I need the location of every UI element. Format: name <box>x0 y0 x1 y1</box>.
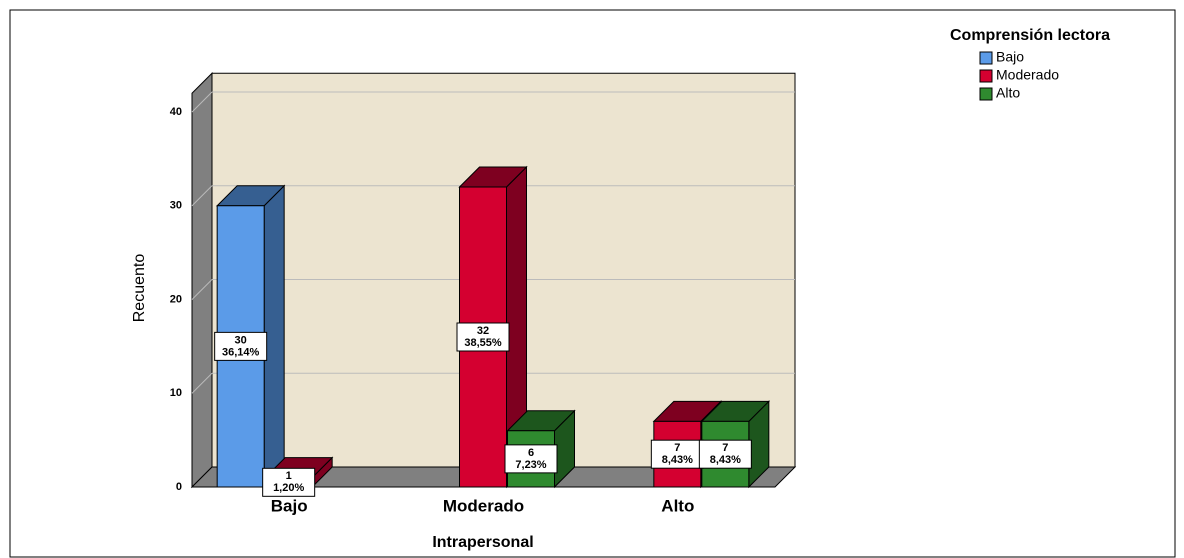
value-label: 1 <box>286 470 292 482</box>
value-label: 7 <box>722 442 728 454</box>
percent-label: 36,14% <box>222 346 260 358</box>
legend-label: Moderado <box>996 67 1059 83</box>
percent-label: 38,55% <box>464 337 502 349</box>
value-label-box <box>698 439 752 469</box>
value-label-box <box>504 444 558 474</box>
y-tick-label: 10 <box>170 387 182 399</box>
grid-line <box>191 91 213 113</box>
value-label: 7 <box>674 442 680 454</box>
grid-line <box>191 279 213 300</box>
left-wall <box>191 72 213 489</box>
y-tick-label: 0 <box>176 481 182 493</box>
percent-label: 7,23% <box>515 459 546 471</box>
value-label-box <box>650 439 704 469</box>
percent-label: 1,20% <box>273 482 304 494</box>
x-tick-label: Bajo <box>271 496 308 515</box>
value-label: 30 <box>235 334 247 346</box>
legend-title: Comprensión lectora <box>950 27 1110 44</box>
y-tick-label: 30 <box>170 200 182 212</box>
y-tick-label: 40 <box>170 106 182 118</box>
x-tick-label: Moderado <box>443 496 524 515</box>
value-label-box <box>214 331 268 361</box>
legend-swatch <box>979 51 993 65</box>
x-axis-label: Intrapersonal <box>432 534 533 551</box>
legend-label: Bajo <box>996 49 1024 65</box>
legend-swatch <box>979 69 993 83</box>
grid-line <box>191 372 213 394</box>
value-label: 6 <box>528 447 534 459</box>
value-label-box <box>456 322 510 352</box>
grid-line <box>191 185 213 207</box>
legend-swatch <box>979 87 993 101</box>
value-label: 32 <box>477 325 489 337</box>
percent-label: 8,43% <box>662 454 693 466</box>
value-label-box <box>262 467 316 497</box>
legend-label: Alto <box>996 85 1020 101</box>
percent-label: 8,43% <box>710 454 741 466</box>
y-axis-label: Recuento <box>131 254 148 323</box>
x-tick-label: Alto <box>661 496 694 515</box>
y-tick-label: 20 <box>170 293 182 305</box>
frame <box>9 9 1176 558</box>
